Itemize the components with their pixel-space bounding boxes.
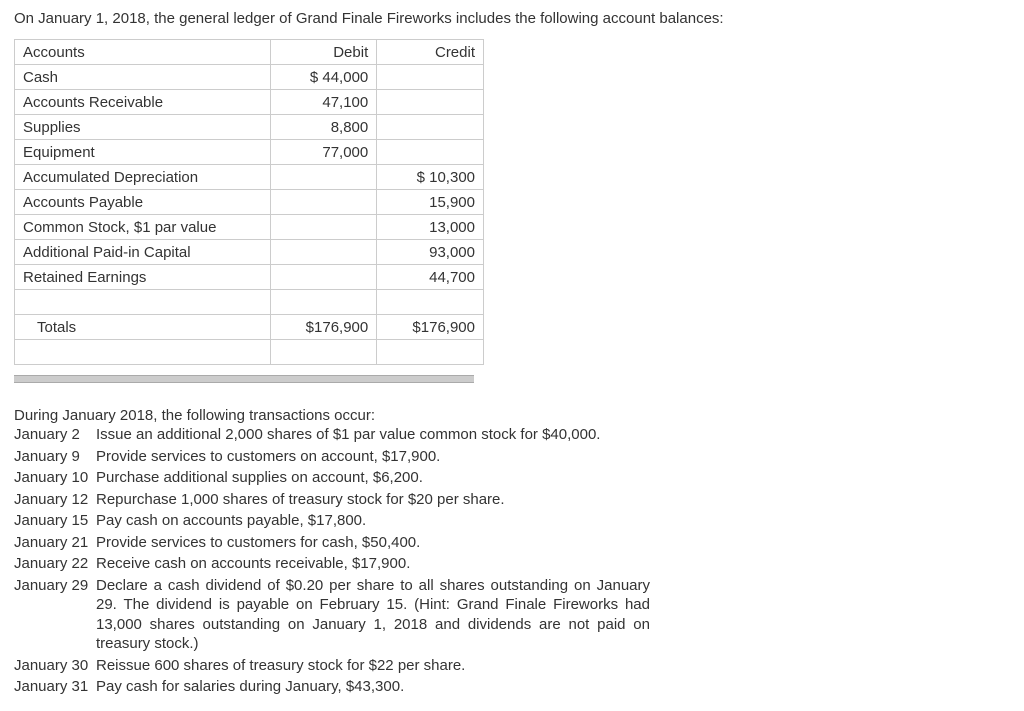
credit-cell: 44,700 xyxy=(377,265,484,290)
credit-cell xyxy=(377,115,484,140)
trans-desc: Receive cash on accounts receivable, $17… xyxy=(96,553,654,575)
trans-date: January 12 xyxy=(14,489,96,511)
debit-cell xyxy=(270,265,377,290)
header-accounts: Accounts xyxy=(15,40,271,65)
acct-cell: Cash xyxy=(15,65,271,90)
trans-date: January 2 xyxy=(14,424,96,446)
totals-debit: $176,900 xyxy=(270,315,377,340)
trans-date: January 9 xyxy=(14,446,96,468)
totals-row: Totals $176,900 $176,900 xyxy=(15,315,484,340)
acct-cell: Equipment xyxy=(15,140,271,165)
trans-desc: Declare a cash dividend of $0.20 per sha… xyxy=(96,575,654,655)
credit-cell: 15,900 xyxy=(377,190,484,215)
trans-date: January 22 xyxy=(14,553,96,575)
debit-cell xyxy=(270,215,377,240)
debit-cell xyxy=(270,165,377,190)
trans-desc: Issue an additional 2,000 shares of $1 p… xyxy=(96,424,654,446)
table-row: Equipment77,000 xyxy=(15,140,484,165)
transaction-row: January 31Pay cash for salaries during J… xyxy=(14,676,654,698)
totals-label: Totals xyxy=(15,315,271,340)
acct-cell: Accounts Receivable xyxy=(15,90,271,115)
acct-cell: Additional Paid-in Capital xyxy=(15,240,271,265)
table-row: Supplies8,800 xyxy=(15,115,484,140)
table-row: Additional Paid-in Capital 93,000 xyxy=(15,240,484,265)
table-row: Common Stock, $1 par value 13,000 xyxy=(15,215,484,240)
trans-desc: Pay cash for salaries during January, $4… xyxy=(96,676,654,698)
table-row-blank xyxy=(15,290,484,315)
acct-cell: Retained Earnings xyxy=(15,265,271,290)
table-row: Retained Earnings 44,700 xyxy=(15,265,484,290)
header-debit: Debit xyxy=(270,40,377,65)
transaction-row: January 9Provide services to customers o… xyxy=(14,446,654,468)
transactions-table: January 2Issue an additional 2,000 share… xyxy=(14,424,654,698)
table-row-blank xyxy=(15,340,484,365)
acct-cell: Accumulated Depreciation xyxy=(15,165,271,190)
table-row: Cash$ 44,000 xyxy=(15,65,484,90)
ledger-header-row: Accounts Debit Credit xyxy=(15,40,484,65)
debit-cell: 77,000 xyxy=(270,140,377,165)
trans-date: January 31 xyxy=(14,676,96,698)
credit-cell xyxy=(377,90,484,115)
acct-cell: Supplies xyxy=(15,115,271,140)
transactions-intro: During January 2018, the following trans… xyxy=(14,407,1010,424)
table-row: Accumulated Depreciation $ 10,300 xyxy=(15,165,484,190)
intro-text: On January 1, 2018, the general ledger o… xyxy=(14,10,1010,27)
acct-cell: Accounts Payable xyxy=(15,190,271,215)
transaction-row: January 29Declare a cash dividend of $0.… xyxy=(14,575,654,655)
transaction-row: January 10Purchase additional supplies o… xyxy=(14,467,654,489)
trans-desc: Purchase additional supplies on account,… xyxy=(96,467,654,489)
trans-desc: Pay cash on accounts payable, $17,800. xyxy=(96,510,654,532)
debit-cell xyxy=(270,190,377,215)
trans-date: January 21 xyxy=(14,532,96,554)
debit-cell xyxy=(270,240,377,265)
trans-desc: Repurchase 1,000 shares of treasury stoc… xyxy=(96,489,654,511)
credit-cell: $ 10,300 xyxy=(377,165,484,190)
trans-desc: Provide services to customers on account… xyxy=(96,446,654,468)
trans-desc: Provide services to customers for cash, … xyxy=(96,532,654,554)
credit-cell xyxy=(377,65,484,90)
debit-cell: 47,100 xyxy=(270,90,377,115)
trans-date: January 15 xyxy=(14,510,96,532)
transaction-row: January 30Reissue 600 shares of treasury… xyxy=(14,655,654,677)
credit-cell: 93,000 xyxy=(377,240,484,265)
transaction-row: January 21Provide services to customers … xyxy=(14,532,654,554)
transaction-row: January 2Issue an additional 2,000 share… xyxy=(14,424,654,446)
transaction-row: January 22Receive cash on accounts recei… xyxy=(14,553,654,575)
totals-credit: $176,900 xyxy=(377,315,484,340)
divider-bar xyxy=(14,375,474,383)
table-row: Accounts Receivable47,100 xyxy=(15,90,484,115)
trans-date: January 10 xyxy=(14,467,96,489)
acct-cell: Common Stock, $1 par value xyxy=(15,215,271,240)
header-credit: Credit xyxy=(377,40,484,65)
credit-cell xyxy=(377,140,484,165)
debit-cell: 8,800 xyxy=(270,115,377,140)
table-row: Accounts Payable 15,900 xyxy=(15,190,484,215)
trans-desc: Reissue 600 shares of treasury stock for… xyxy=(96,655,654,677)
debit-cell: $ 44,000 xyxy=(270,65,377,90)
trans-date: January 30 xyxy=(14,655,96,677)
trans-date: January 29 xyxy=(14,575,96,655)
credit-cell: 13,000 xyxy=(377,215,484,240)
transaction-row: January 15Pay cash on accounts payable, … xyxy=(14,510,654,532)
transaction-row: January 12Repurchase 1,000 shares of tre… xyxy=(14,489,654,511)
ledger-table: Accounts Debit Credit Cash$ 44,000 Accou… xyxy=(14,39,484,365)
